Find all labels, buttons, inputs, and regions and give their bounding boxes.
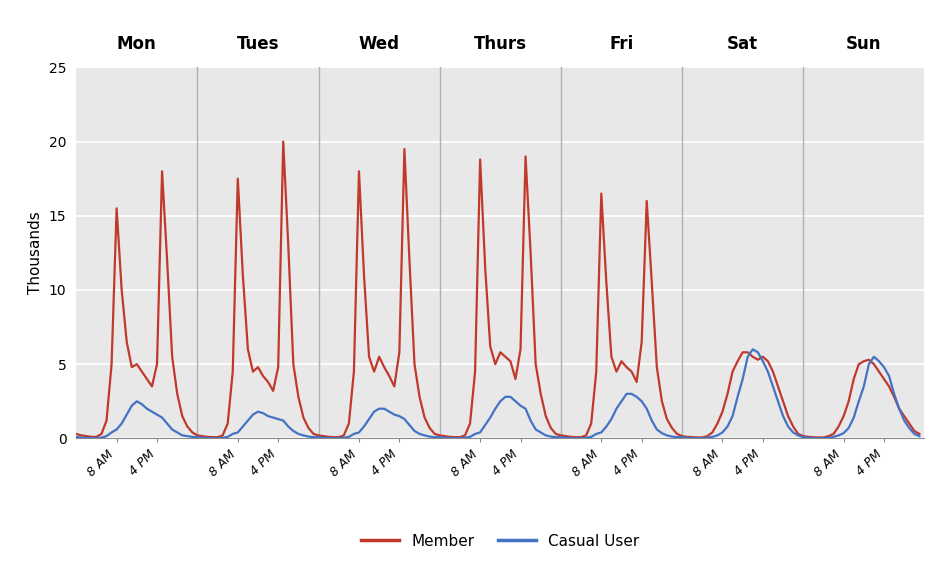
- Text: Mon: Mon: [117, 35, 156, 53]
- Text: Sat: Sat: [726, 35, 758, 53]
- Text: Wed: Wed: [358, 35, 399, 53]
- Casual User: [569, 435, 581, 442]
- Line: Member: Member: [76, 142, 919, 437]
- Text: Sun: Sun: [845, 35, 881, 53]
- Casual User: [227, 430, 238, 437]
- Text: Fri: Fri: [608, 35, 633, 53]
- Member: [222, 420, 233, 427]
- Casual User: [751, 349, 763, 356]
- Text: Thurs: Thurs: [473, 35, 526, 53]
- Casual User: [746, 346, 758, 353]
- Casual User: [318, 434, 329, 441]
- Member: [569, 434, 581, 441]
- Y-axis label: Thousands: Thousands: [29, 211, 43, 294]
- Member: [913, 430, 924, 437]
- Member: [70, 430, 82, 437]
- Member: [751, 356, 763, 363]
- Member: [691, 434, 703, 441]
- Casual User: [555, 434, 566, 441]
- Line: Casual User: Casual User: [76, 350, 919, 438]
- Member: [555, 432, 566, 439]
- Casual User: [70, 433, 82, 440]
- Text: Tues: Tues: [236, 35, 279, 53]
- Member: [363, 353, 374, 360]
- Member: [277, 138, 288, 145]
- Member: [318, 433, 329, 439]
- Casual User: [363, 416, 374, 423]
- Casual User: [913, 433, 924, 439]
- Casual User: [207, 435, 218, 442]
- Legend: Member, Casual User: Member, Casual User: [355, 528, 645, 555]
